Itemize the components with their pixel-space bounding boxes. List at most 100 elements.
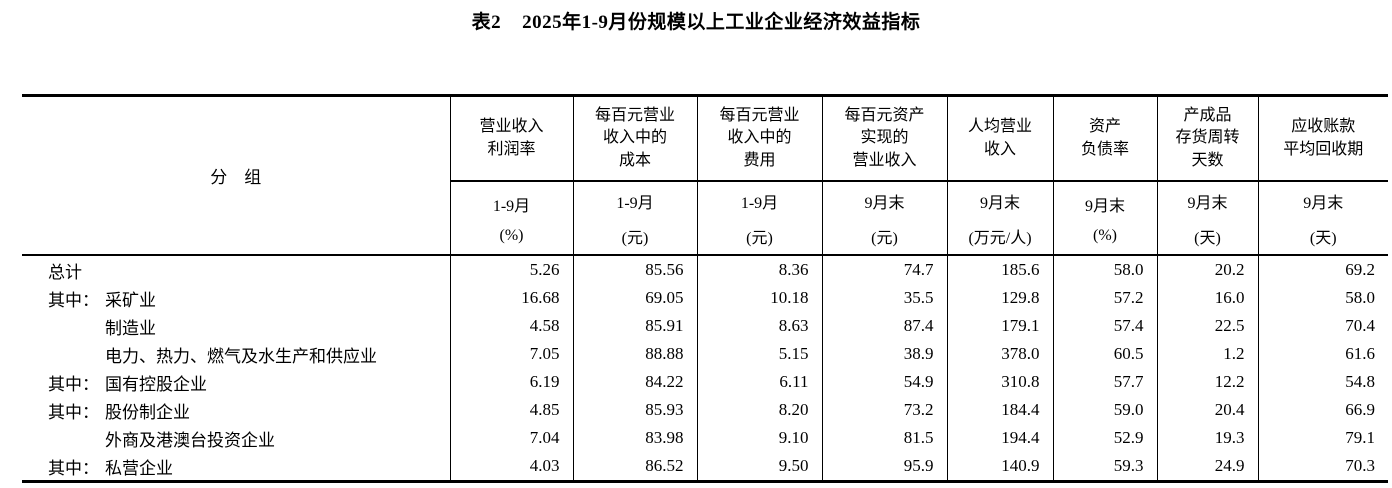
column-subheader: 9月末 (%)	[1053, 181, 1158, 256]
column-header-cost-per-100: 每百元营业 收入中的 成本	[573, 95, 698, 182]
column-header-expense-per-100: 每百元营业 收入中的 费用	[697, 95, 823, 182]
row-label: 其中： 股份制企业	[22, 396, 451, 424]
data-cell: 86.52	[573, 452, 698, 482]
row-label-text: 私营企业	[105, 458, 173, 478]
table-header: 分 组 营业收入 利润率 每百元营业 收入中的 成本 每百元营业 收入中的 费用…	[22, 95, 1388, 256]
row-label: 总计	[22, 255, 451, 284]
data-cell: 79.1	[1345, 428, 1375, 447]
data-cell: 129.8	[947, 284, 1054, 312]
table-row-utilities: 电力、热力、燃气及水生产和供应业 7.05 88.88 5.15 38.9 37…	[22, 340, 1388, 368]
data-cell: 84.22	[573, 368, 698, 396]
data-cell: 35.5	[822, 284, 948, 312]
page-title: 表2 2025年1-9月份规模以上工业企业经济效益指标	[471, 12, 921, 33]
header-row-indicators: 分 组 营业收入 利润率 每百元营业 收入中的 成本 每百元营业 收入中的 费用…	[22, 95, 1388, 256]
data-cell: 310.8	[947, 368, 1054, 396]
data-cell: 85.56	[573, 255, 698, 284]
indicators-table: 分 组 营业收入 利润率 每百元营业 收入中的 成本 每百元营业 收入中的 费用…	[22, 94, 1388, 483]
column-period: 1-9月	[740, 194, 779, 212]
row-label-text: 总计	[48, 262, 82, 282]
row-label-text: 国有控股企业	[105, 374, 207, 394]
data-cell: 54.8	[1345, 372, 1375, 391]
row-label: 制造业	[22, 312, 451, 340]
data-cell: 58.0	[1345, 288, 1375, 307]
table-row-share-holding: 其中： 股份制企业 4.85 85.93 8.20 73.2 184.4 59.0…	[22, 396, 1388, 424]
data-cell: 378.0	[947, 340, 1054, 368]
table-row-private: 其中： 私营企业 4.03 86.52 9.50 95.9 140.9 59.3 …	[22, 452, 1388, 482]
table-row-manufacturing: 制造业 4.58 85.91 8.63 87.4 179.1 57.4 22.5…	[22, 312, 1388, 340]
data-cell: 59.0	[1053, 396, 1158, 424]
column-unit: (天)	[1194, 229, 1221, 247]
data-cell: 83.98	[573, 424, 698, 452]
data-cell: 9.10	[697, 424, 823, 452]
data-cell: 87.4	[822, 312, 948, 340]
data-cell: 7.05	[450, 340, 574, 368]
column-header-debt-ratio: 资产 负债率	[1053, 95, 1158, 182]
data-cell: 185.6	[947, 255, 1054, 284]
table-body: 总计 5.26 85.56 8.36 74.7 185.6 58.0 20.2 …	[22, 255, 1388, 482]
data-cell: 4.85	[450, 396, 574, 424]
row-label-prefix: 其中：	[48, 402, 99, 422]
row-label-prefix: 其中：	[48, 374, 99, 394]
row-label-text: 外商及港澳台投资企业	[105, 430, 275, 450]
row-label: 外商及港澳台投资企业	[22, 424, 451, 452]
data-cell: 57.4	[1053, 312, 1158, 340]
data-cell: 85.91	[573, 312, 698, 340]
column-unit: (元)	[746, 229, 773, 247]
data-cell: 8.20	[697, 396, 823, 424]
data-cell: 10.18	[697, 284, 823, 312]
column-unit: (%)	[499, 226, 524, 244]
data-cell: 69.2	[1345, 260, 1375, 279]
column-subheader: 9月末 (元)	[822, 181, 948, 256]
data-cell: 57.2	[1053, 284, 1158, 312]
row-label-text: 电力、热力、燃气及水生产和供应业	[105, 346, 377, 366]
row-label: 其中： 国有控股企业	[22, 368, 451, 396]
data-cell: 5.26	[450, 255, 574, 284]
row-label-prefix: 其中：	[48, 458, 99, 478]
data-cell: 70.3	[1345, 456, 1375, 475]
column-period: 9月末	[979, 194, 1020, 212]
table-row-foreign-invested: 外商及港澳台投资企业 7.04 83.98 9.10 81.5 194.4 52…	[22, 424, 1388, 452]
data-cell: 61.6	[1345, 344, 1375, 363]
data-cell: 194.4	[947, 424, 1054, 452]
data-cell: 16.0	[1157, 284, 1259, 312]
group-column-header: 分 组	[22, 95, 451, 256]
column-unit: (天)	[1309, 229, 1337, 247]
column-period: 9月末	[1303, 194, 1344, 212]
data-cell: 95.9	[822, 452, 948, 482]
data-cell: 38.9	[822, 340, 948, 368]
data-cell: 16.68	[450, 284, 574, 312]
data-cell: 4.58	[450, 312, 574, 340]
table-row-mining: 其中： 采矿业 16.68 69.05 10.18 35.5 129.8 57.2…	[22, 284, 1388, 312]
column-unit: (万元/人)	[968, 229, 1032, 247]
data-cell: 20.2	[1157, 255, 1259, 284]
row-label-text: 采矿业	[105, 290, 156, 310]
data-cell: 7.04	[450, 424, 574, 452]
column-subheader: 1-9月 (%)	[450, 181, 574, 256]
data-cell: 88.88	[573, 340, 698, 368]
column-period: 9月末	[864, 194, 905, 212]
data-cell: 70.4	[1345, 316, 1375, 335]
data-cell: 5.15	[697, 340, 823, 368]
data-cell: 1.2	[1157, 340, 1259, 368]
table-row-total: 总计 5.26 85.56 8.36 74.7 185.6 58.0 20.2 …	[22, 255, 1388, 284]
column-subheader: 9月末 (天)	[1258, 181, 1388, 256]
column-header-receivables-collection-period: 应收账款 平均回收期	[1258, 95, 1388, 182]
header-row-units: 1-9月 (%) 1-9月 (元) 1-9月 (元) 9月末 (元) 9月末	[22, 181, 1388, 256]
data-cell: 4.03	[450, 452, 574, 482]
data-cell: 69.05	[573, 284, 698, 312]
row-label-text: 股份制企业	[105, 402, 190, 422]
data-cell: 8.63	[697, 312, 823, 340]
column-header-revenue-per-100-assets: 每百元资产 实现的 营业收入	[822, 95, 948, 182]
row-label: 其中： 采矿业	[22, 284, 451, 312]
data-cell: 59.3	[1053, 452, 1158, 482]
data-cell: 140.9	[947, 452, 1054, 482]
data-cell: 54.9	[822, 368, 948, 396]
data-cell: 24.9	[1157, 452, 1259, 482]
column-subheader: 1-9月 (元)	[697, 181, 823, 256]
data-cell: 9.50	[697, 452, 823, 482]
column-period: 9月末	[1187, 194, 1228, 212]
data-cell: 85.93	[573, 396, 698, 424]
data-cell: 81.5	[822, 424, 948, 452]
data-cell: 19.3	[1157, 424, 1259, 452]
column-header-revenue-per-capita: 人均营业 收入	[947, 95, 1054, 182]
